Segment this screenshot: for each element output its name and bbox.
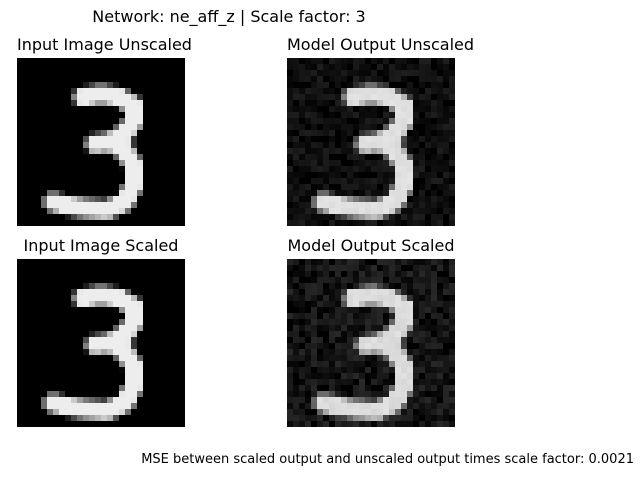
image-output-scaled bbox=[287, 259, 455, 427]
mse-caption-label: MSE between scaled output and unscaled o… bbox=[141, 452, 585, 467]
image-input-unscaled bbox=[17, 58, 185, 226]
digit-image bbox=[287, 58, 455, 226]
digit-image bbox=[287, 259, 455, 427]
panel-title-output-unscaled: Model Output Unscaled bbox=[287, 35, 475, 54]
digit-image bbox=[41, 283, 143, 421]
image-output-unscaled bbox=[287, 58, 455, 226]
mse-caption-value: 0.0021 bbox=[588, 452, 635, 467]
digit-image bbox=[41, 82, 143, 220]
panel-title-input-scaled: Input Image Scaled bbox=[23, 236, 179, 255]
panel-title-output-scaled: Model Output Scaled bbox=[287, 236, 455, 255]
image-input-scaled bbox=[17, 259, 185, 427]
panel-title-input-unscaled: Input Image Unscaled bbox=[17, 35, 192, 54]
mse-caption: MSE between scaled output and unscaled o… bbox=[141, 452, 634, 467]
figure-suptitle: Network: ne_aff_z | Scale factor: 3 bbox=[92, 7, 366, 26]
